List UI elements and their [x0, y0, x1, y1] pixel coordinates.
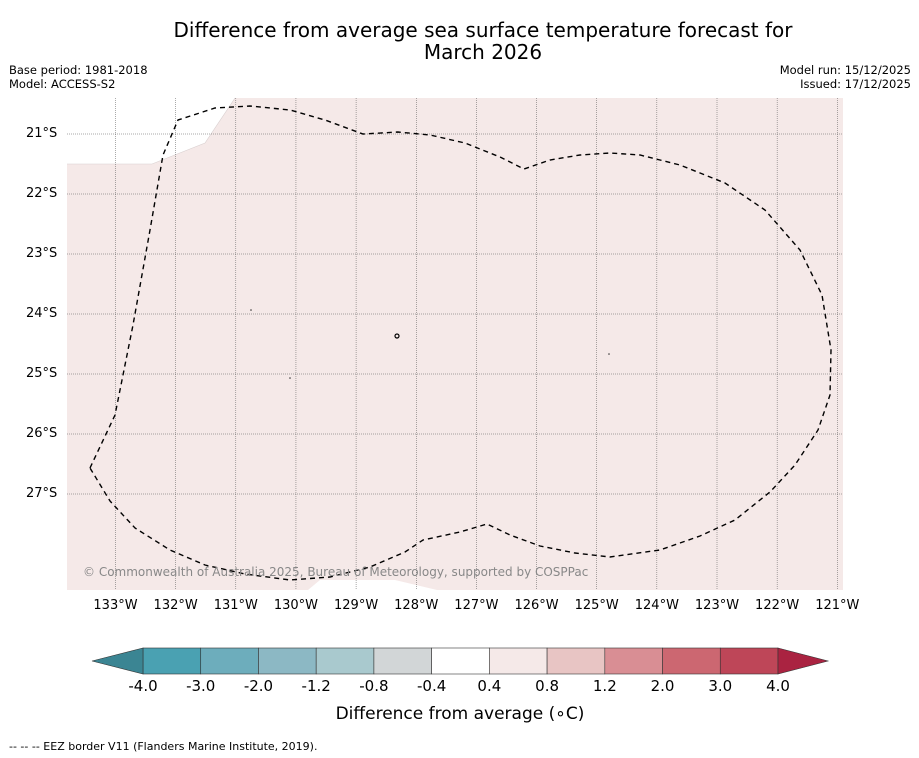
island-marker: [394, 333, 400, 339]
meta-right: Model run: 15/12/2025 Issued: 17/12/2025: [780, 63, 911, 91]
colorbar-tick-label: 0.8: [535, 677, 560, 695]
colorbar-segment: [258, 647, 317, 675]
longitude-label: 131°W: [213, 598, 258, 613]
colorbar-tick-label: -0.4: [416, 677, 447, 695]
latitude-label: 27°S: [26, 486, 58, 501]
longitude-label: 127°W: [454, 598, 499, 613]
colorbar-segment: [719, 647, 779, 675]
island-marker: [250, 309, 252, 311]
chart-title: Difference from average sea surface temp…: [0, 19, 919, 63]
model-name: Model: ACCESS-S2: [9, 77, 116, 91]
longitude-label: 126°W: [514, 598, 559, 613]
colorbar-tick-label: 1.2: [592, 677, 617, 695]
colorbar-segment: [489, 647, 548, 675]
eez-footnote: -- -- -- EEZ border V11 (Flanders Marine…: [9, 740, 318, 753]
colorbar-tick-label: -0.8: [359, 677, 389, 695]
colorbar-extend-high: [777, 647, 830, 675]
latitude-label: 22°S: [26, 186, 58, 201]
longitude-label: 128°W: [394, 598, 439, 613]
colorbar-tick-label: -1.2: [301, 677, 331, 695]
colorbar-segment: [373, 647, 432, 675]
latitude-label: 23°S: [26, 246, 58, 261]
colorbar-segments: [142, 647, 779, 675]
colorbar-segment: [200, 647, 259, 675]
copyright-notice: © Commonwealth of Australia 2025, Bureau…: [83, 565, 589, 579]
colorbar-tick-label: 2.0: [650, 677, 675, 695]
colorbar-tick-label: 3.0: [708, 677, 733, 695]
latitude-label: 24°S: [26, 306, 58, 321]
colorbar-extend-low: [91, 647, 144, 675]
colorbar-tick-label: -2.0: [243, 677, 274, 695]
eez-border: [89, 105, 832, 581]
colorbar-segment: [546, 647, 606, 675]
island-marker: [608, 353, 610, 355]
island-marker: [289, 377, 291, 379]
colorbar-segment: [142, 647, 202, 675]
fill-boundary-edge: [67, 97, 236, 165]
latitude-label: 21°S: [26, 126, 58, 141]
colorbar-tick-label: 0.4: [477, 677, 502, 695]
longitude-label: 129°W: [334, 598, 379, 613]
longitude-label: 123°W: [694, 598, 740, 613]
longitude-label: 121°W: [815, 598, 860, 613]
colorbar-tick-label: 4.0: [766, 677, 790, 695]
colorbar-tick-label: -3.0: [186, 677, 216, 695]
colorbar-segment: [604, 647, 663, 675]
meta-left: Base period: 1981-2018 Model: ACCESS-S2: [9, 63, 148, 91]
title-line-2: March 2026: [423, 40, 543, 64]
anomaly-fill: [67, 98, 843, 590]
longitude-label: 133°W: [93, 598, 138, 613]
colorbar-segment: [315, 647, 375, 675]
colorbar-label: Difference from average (∘C): [335, 704, 585, 724]
longitude-label: 125°W: [574, 598, 619, 613]
longitude-label: 122°W: [755, 598, 800, 613]
latitude-label: 26°S: [26, 426, 58, 441]
longitude-label: 124°W: [634, 598, 679, 613]
latitude-label: 25°S: [26, 366, 58, 381]
model-run: Model run: 15/12/2025: [779, 63, 911, 77]
colorbar-segment: [431, 647, 490, 675]
colorbar-segment: [662, 647, 721, 675]
title-line-1: Difference from average sea surface temp…: [173, 18, 793, 42]
base-period: Base period: 1981-2018: [9, 63, 148, 77]
issued-date: Issued: 17/12/2025: [800, 77, 911, 91]
colorbar-tick-label: -4.0: [128, 677, 158, 695]
longitude-label: 132°W: [153, 598, 198, 613]
longitude-label: 130°W: [273, 598, 319, 613]
